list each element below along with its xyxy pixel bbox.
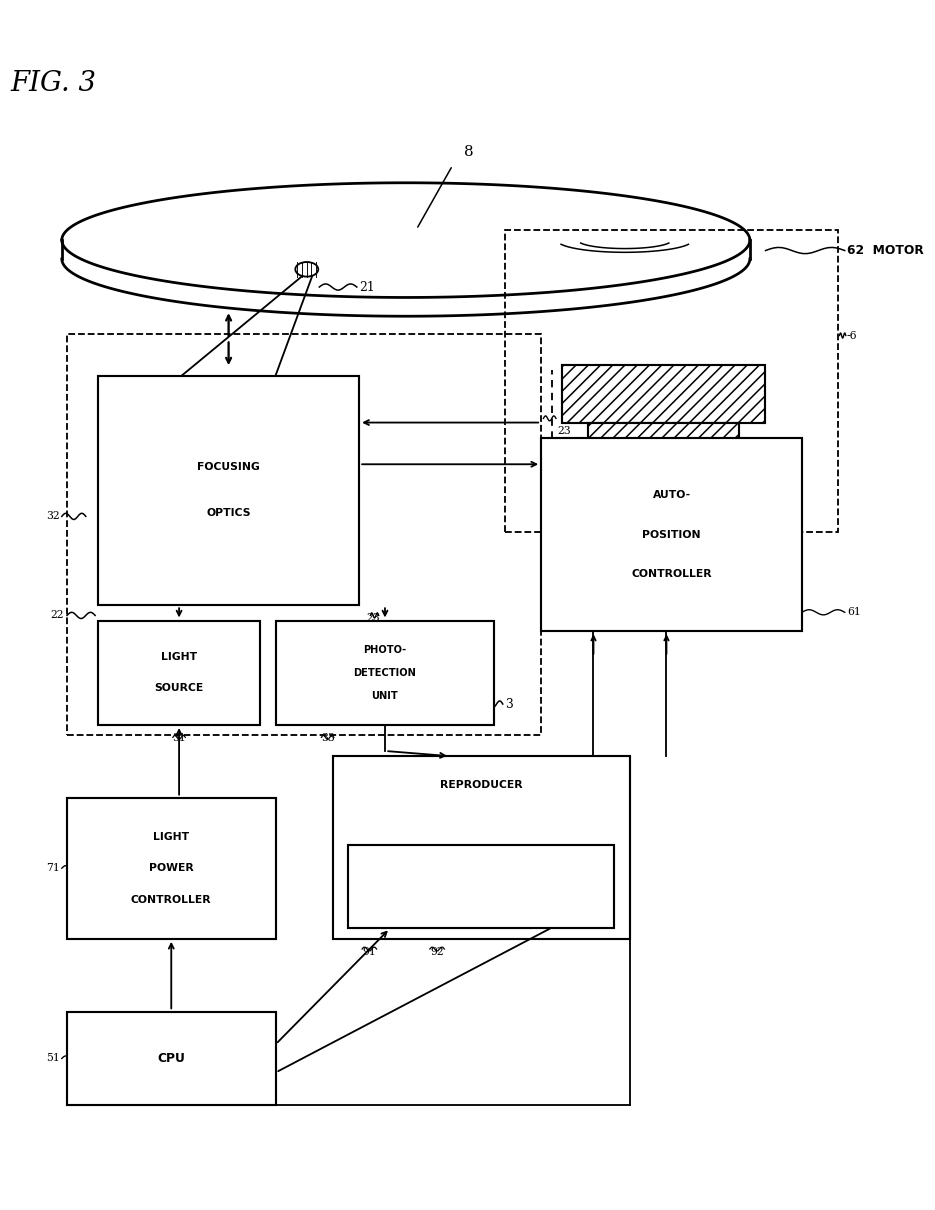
Text: 22: 22: [50, 610, 64, 621]
Text: FIG. 3: FIG. 3: [10, 70, 96, 97]
Text: UNIT: UNIT: [371, 691, 398, 701]
Text: LIGHT: LIGHT: [153, 832, 189, 842]
Text: 3: 3: [505, 697, 512, 710]
Text: DETECTION: DETECTION: [353, 668, 416, 678]
Text: DEMODULATOR: DEMODULATOR: [439, 881, 524, 892]
Text: FOCUSING: FOCUSING: [197, 462, 260, 472]
Bar: [276, 621, 495, 725]
Text: 91: 91: [363, 947, 376, 957]
Bar: [98, 621, 260, 725]
Text: LIGHT: LIGHT: [161, 652, 197, 662]
Bar: [67, 797, 276, 939]
Text: 22: 22: [137, 407, 151, 417]
Text: CONTROLLER: CONTROLLER: [131, 894, 211, 905]
Text: REPRODUCER: REPRODUCER: [440, 780, 523, 790]
Text: 62  MOTOR: 62 MOTOR: [847, 244, 924, 257]
Bar: [349, 845, 614, 928]
Bar: [333, 756, 630, 939]
Text: 61: 61: [847, 607, 860, 617]
Bar: [541, 438, 802, 632]
Text: 71: 71: [46, 863, 60, 874]
Text: 23: 23: [557, 426, 570, 436]
Bar: [562, 365, 766, 422]
Text: 92: 92: [430, 947, 444, 957]
Text: 32: 32: [46, 512, 60, 522]
Text: 23: 23: [367, 613, 380, 623]
Text: 33: 33: [321, 733, 335, 743]
Bar: [67, 1012, 276, 1106]
Text: -6: -6: [847, 330, 857, 340]
Text: 21: 21: [359, 281, 375, 294]
Bar: [505, 230, 839, 532]
Text: AUTO-: AUTO-: [653, 490, 691, 500]
Bar: [643, 485, 683, 532]
Text: 51: 51: [46, 1054, 60, 1064]
Text: CPU: CPU: [157, 1051, 185, 1065]
Bar: [98, 375, 359, 605]
Text: POWER: POWER: [149, 863, 194, 874]
Ellipse shape: [295, 263, 318, 277]
Bar: [67, 334, 541, 736]
Bar: [588, 422, 740, 485]
Text: 31: 31: [172, 733, 186, 743]
Text: CONTROLLER: CONTROLLER: [631, 569, 712, 580]
Text: OPTICS: OPTICS: [207, 508, 251, 518]
Text: PHOTO-: PHOTO-: [364, 645, 407, 655]
Text: SOURCE: SOURCE: [154, 684, 204, 693]
Text: POSITION: POSITION: [642, 530, 701, 540]
Text: 8: 8: [464, 144, 473, 159]
